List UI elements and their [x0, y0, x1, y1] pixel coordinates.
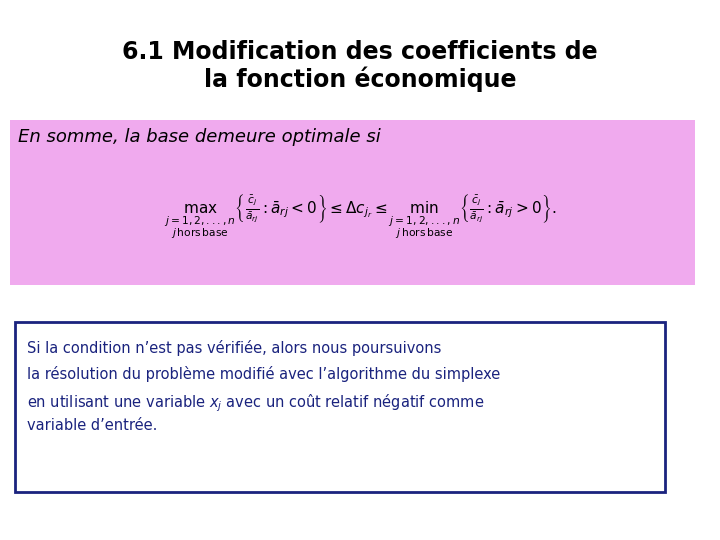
- Text: $\underset{\substack{j=1,2,...,n \\ j \, \mathrm{hors\,base}}}{\max}\left\{ \fra: $\underset{\substack{j=1,2,...,n \\ j \,…: [163, 193, 557, 241]
- Text: Si la condition n’est pas vérifiée, alors nous poursuivons: Si la condition n’est pas vérifiée, alor…: [27, 340, 441, 356]
- Bar: [10, 120, 695, 285]
- Text: En somme, la base demeure optimale si: En somme, la base demeure optimale si: [18, 128, 381, 146]
- Text: en utilisant une variable $x_j$ avec un coût relatif négatif comme: en utilisant une variable $x_j$ avec un …: [27, 392, 485, 414]
- Text: 6.1 Modification des coefficients de: 6.1 Modification des coefficients de: [122, 40, 598, 64]
- Text: la fonction économique: la fonction économique: [204, 66, 516, 91]
- Bar: [15, 322, 665, 492]
- Text: la résolution du problème modifié avec l’algorithme du simplexe: la résolution du problème modifié avec l…: [27, 366, 500, 382]
- Text: variable d’entrée.: variable d’entrée.: [27, 418, 158, 433]
